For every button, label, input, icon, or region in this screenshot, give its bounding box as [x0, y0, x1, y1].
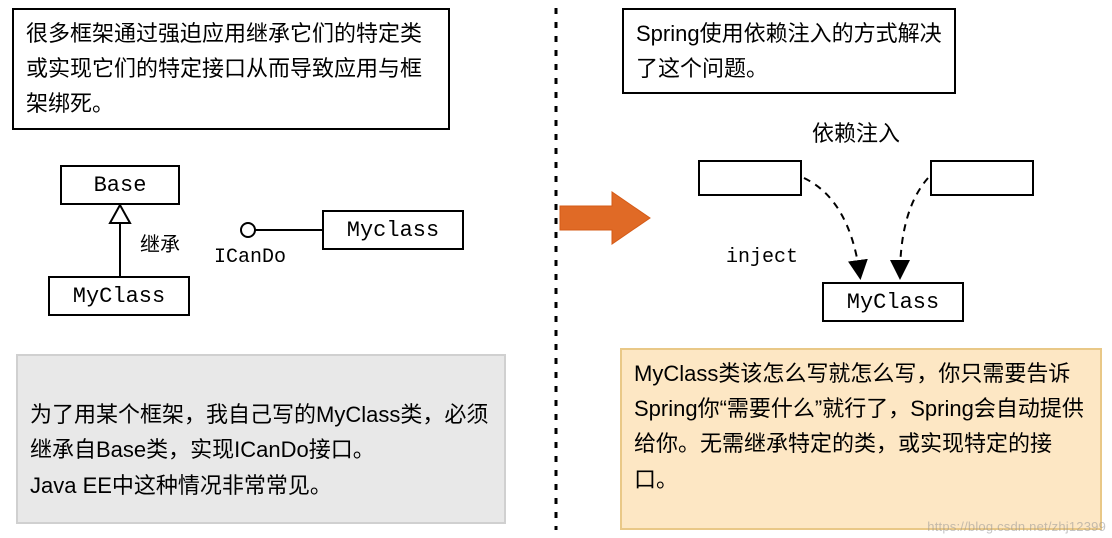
- uml-myclass-box: MyClass: [48, 276, 190, 316]
- left-note-box: 为了用某个框架，我自己写的MyClass类，必须继承自Base类，实现ICanD…: [16, 354, 506, 524]
- left-intro-text: 很多框架通过强迫应用继承它们的特定类或实现它们的特定接口从而导致应用与框架绑死。: [26, 21, 422, 116]
- inheritance-arrow-icon: [110, 205, 130, 276]
- target-myclass-label: MyClass: [847, 290, 939, 315]
- left-intro-box: 很多框架通过强迫应用继承它们的特定类或实现它们的特定接口从而导致应用与框架绑死。: [12, 8, 450, 130]
- inject-label-text: inject: [726, 246, 798, 269]
- right-intro-box: Spring使用依赖注入的方式解决了这个问题。: [622, 8, 956, 94]
- dep-box-2: [930, 160, 1034, 196]
- icando-label-text: ICanDo: [214, 246, 286, 269]
- uml-myclass-label: MyClass: [73, 284, 165, 309]
- uml-myclass2-label: Myclass: [347, 218, 439, 243]
- watermark-text: https://blog.csdn.net/zhj12399: [927, 519, 1106, 534]
- uml-base-box: Base: [60, 165, 180, 205]
- dep-box-1: [698, 160, 802, 196]
- right-intro-text: Spring使用依赖注入的方式解决了这个问题。: [636, 21, 942, 81]
- inject-arrow-left-icon: [804, 178, 860, 276]
- uml-base-label: Base: [94, 173, 147, 198]
- icando-label: ICanDo: [214, 246, 286, 269]
- inject-arrow-right-icon: [900, 178, 928, 276]
- inherit-label-text: 继承: [140, 234, 180, 256]
- left-note-text: 为了用某个框架，我自己写的MyClass类，必须继承自Base类，实现ICanD…: [30, 402, 488, 497]
- inherit-label: 继承: [140, 228, 180, 257]
- lollipop-interface-icon: [241, 223, 322, 237]
- di-title-text: 依赖注入: [812, 121, 900, 146]
- di-title: 依赖注入: [812, 116, 900, 148]
- inject-label: inject: [726, 246, 798, 269]
- right-note-text: MyClass类该怎么写就怎么写，你只需要告诉Spring你“需要什么”就行了，…: [634, 361, 1084, 492]
- right-note-box: MyClass类该怎么写就怎么写，你只需要告诉Spring你“需要什么”就行了，…: [620, 348, 1102, 530]
- target-myclass-box: MyClass: [822, 282, 964, 322]
- uml-myclass2-box: Myclass: [322, 210, 464, 250]
- big-arrow-icon: [560, 192, 650, 244]
- watermark: https://blog.csdn.net/zhj12399: [927, 519, 1106, 534]
